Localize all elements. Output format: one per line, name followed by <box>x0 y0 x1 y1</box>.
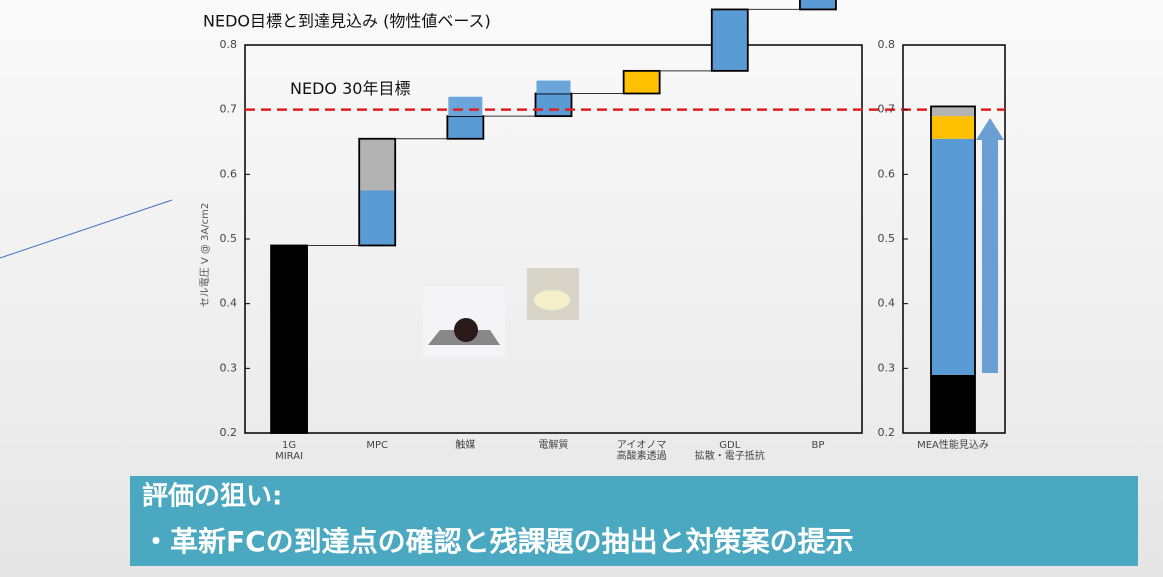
y-tick-label: 0.6 <box>220 167 238 180</box>
bar-outline <box>799 0 837 11</box>
y-tick-label: 0.8 <box>878 38 896 51</box>
photo <box>423 287 505 357</box>
x-tick-label: GDL <box>719 440 740 451</box>
arrow-body <box>982 140 998 373</box>
bar-segment <box>711 9 748 71</box>
bar-outline <box>710 8 749 72</box>
y-tick-label: 0.2 <box>878 426 896 439</box>
x-tick-label: MEA性能見込み <box>917 438 989 451</box>
y-tick-label: 0.8 <box>220 38 238 51</box>
potential-segment <box>448 96 483 117</box>
bar-segment <box>271 245 308 433</box>
y-tick-label: 0.3 <box>220 361 238 374</box>
pointer-line <box>0 199 173 259</box>
y-tick-label: 0.4 <box>878 297 896 310</box>
banner-text: ・革新FCの到達点の確認と残課題の抽出と対策案の提示 <box>142 525 854 558</box>
photo <box>527 268 579 320</box>
y-axis-label: セル電圧 V @ 3A/cm2 <box>199 203 211 308</box>
y-tick-label: 0.2 <box>220 426 238 439</box>
y-tick-label: 0.7 <box>878 103 896 116</box>
arrow-head <box>976 118 1004 140</box>
y-tick-label: 0.5 <box>220 232 238 245</box>
y-tick-label: 0.7 <box>220 103 238 116</box>
photo-particle <box>454 318 478 342</box>
y-tick-label: 0.4 <box>220 297 238 310</box>
bar-segment <box>447 116 484 139</box>
target-label: NEDO 30年目標 <box>290 79 410 98</box>
x-tick-label: MPC <box>366 440 388 451</box>
photo-film <box>534 290 570 310</box>
bar-outline <box>270 244 308 434</box>
bar-outline <box>930 105 976 434</box>
x-tick-label: 高酸素透過 <box>617 449 667 462</box>
y-tick-label: 0.6 <box>878 167 896 180</box>
bar-segment <box>535 93 572 117</box>
bar-outline <box>622 69 661 95</box>
bar-segment <box>931 106 975 117</box>
x-tick-label: 1G <box>282 440 296 451</box>
chart-title: NEDO目標と到達見込み (物性値ベース) <box>203 12 491 31</box>
bar-segment <box>931 138 975 375</box>
x-tick-label: BP <box>811 440 824 451</box>
bar-segment <box>931 116 975 139</box>
y-tick-label: 0.3 <box>878 361 896 374</box>
x-tick-label: 触媒 <box>455 438 475 451</box>
potential-segment <box>536 80 571 94</box>
x-tick-label: 電解質 <box>539 438 569 451</box>
banner-heading: 評価の狙い: <box>142 481 282 512</box>
x-tick-label: 拡散・電子抵抗 <box>695 449 765 462</box>
bar-outline <box>358 137 397 247</box>
banner <box>130 476 1138 566</box>
bar-segment <box>359 190 396 246</box>
x-tick-label: MIRAI <box>275 451 303 462</box>
y-tick-label: 0.5 <box>878 232 896 245</box>
bar-segment <box>359 138 396 191</box>
bar-segment <box>623 70 660 94</box>
x-tick-label: アイオノマ <box>617 439 667 451</box>
bar-segment <box>931 374 975 433</box>
bar-segment <box>799 0 836 10</box>
